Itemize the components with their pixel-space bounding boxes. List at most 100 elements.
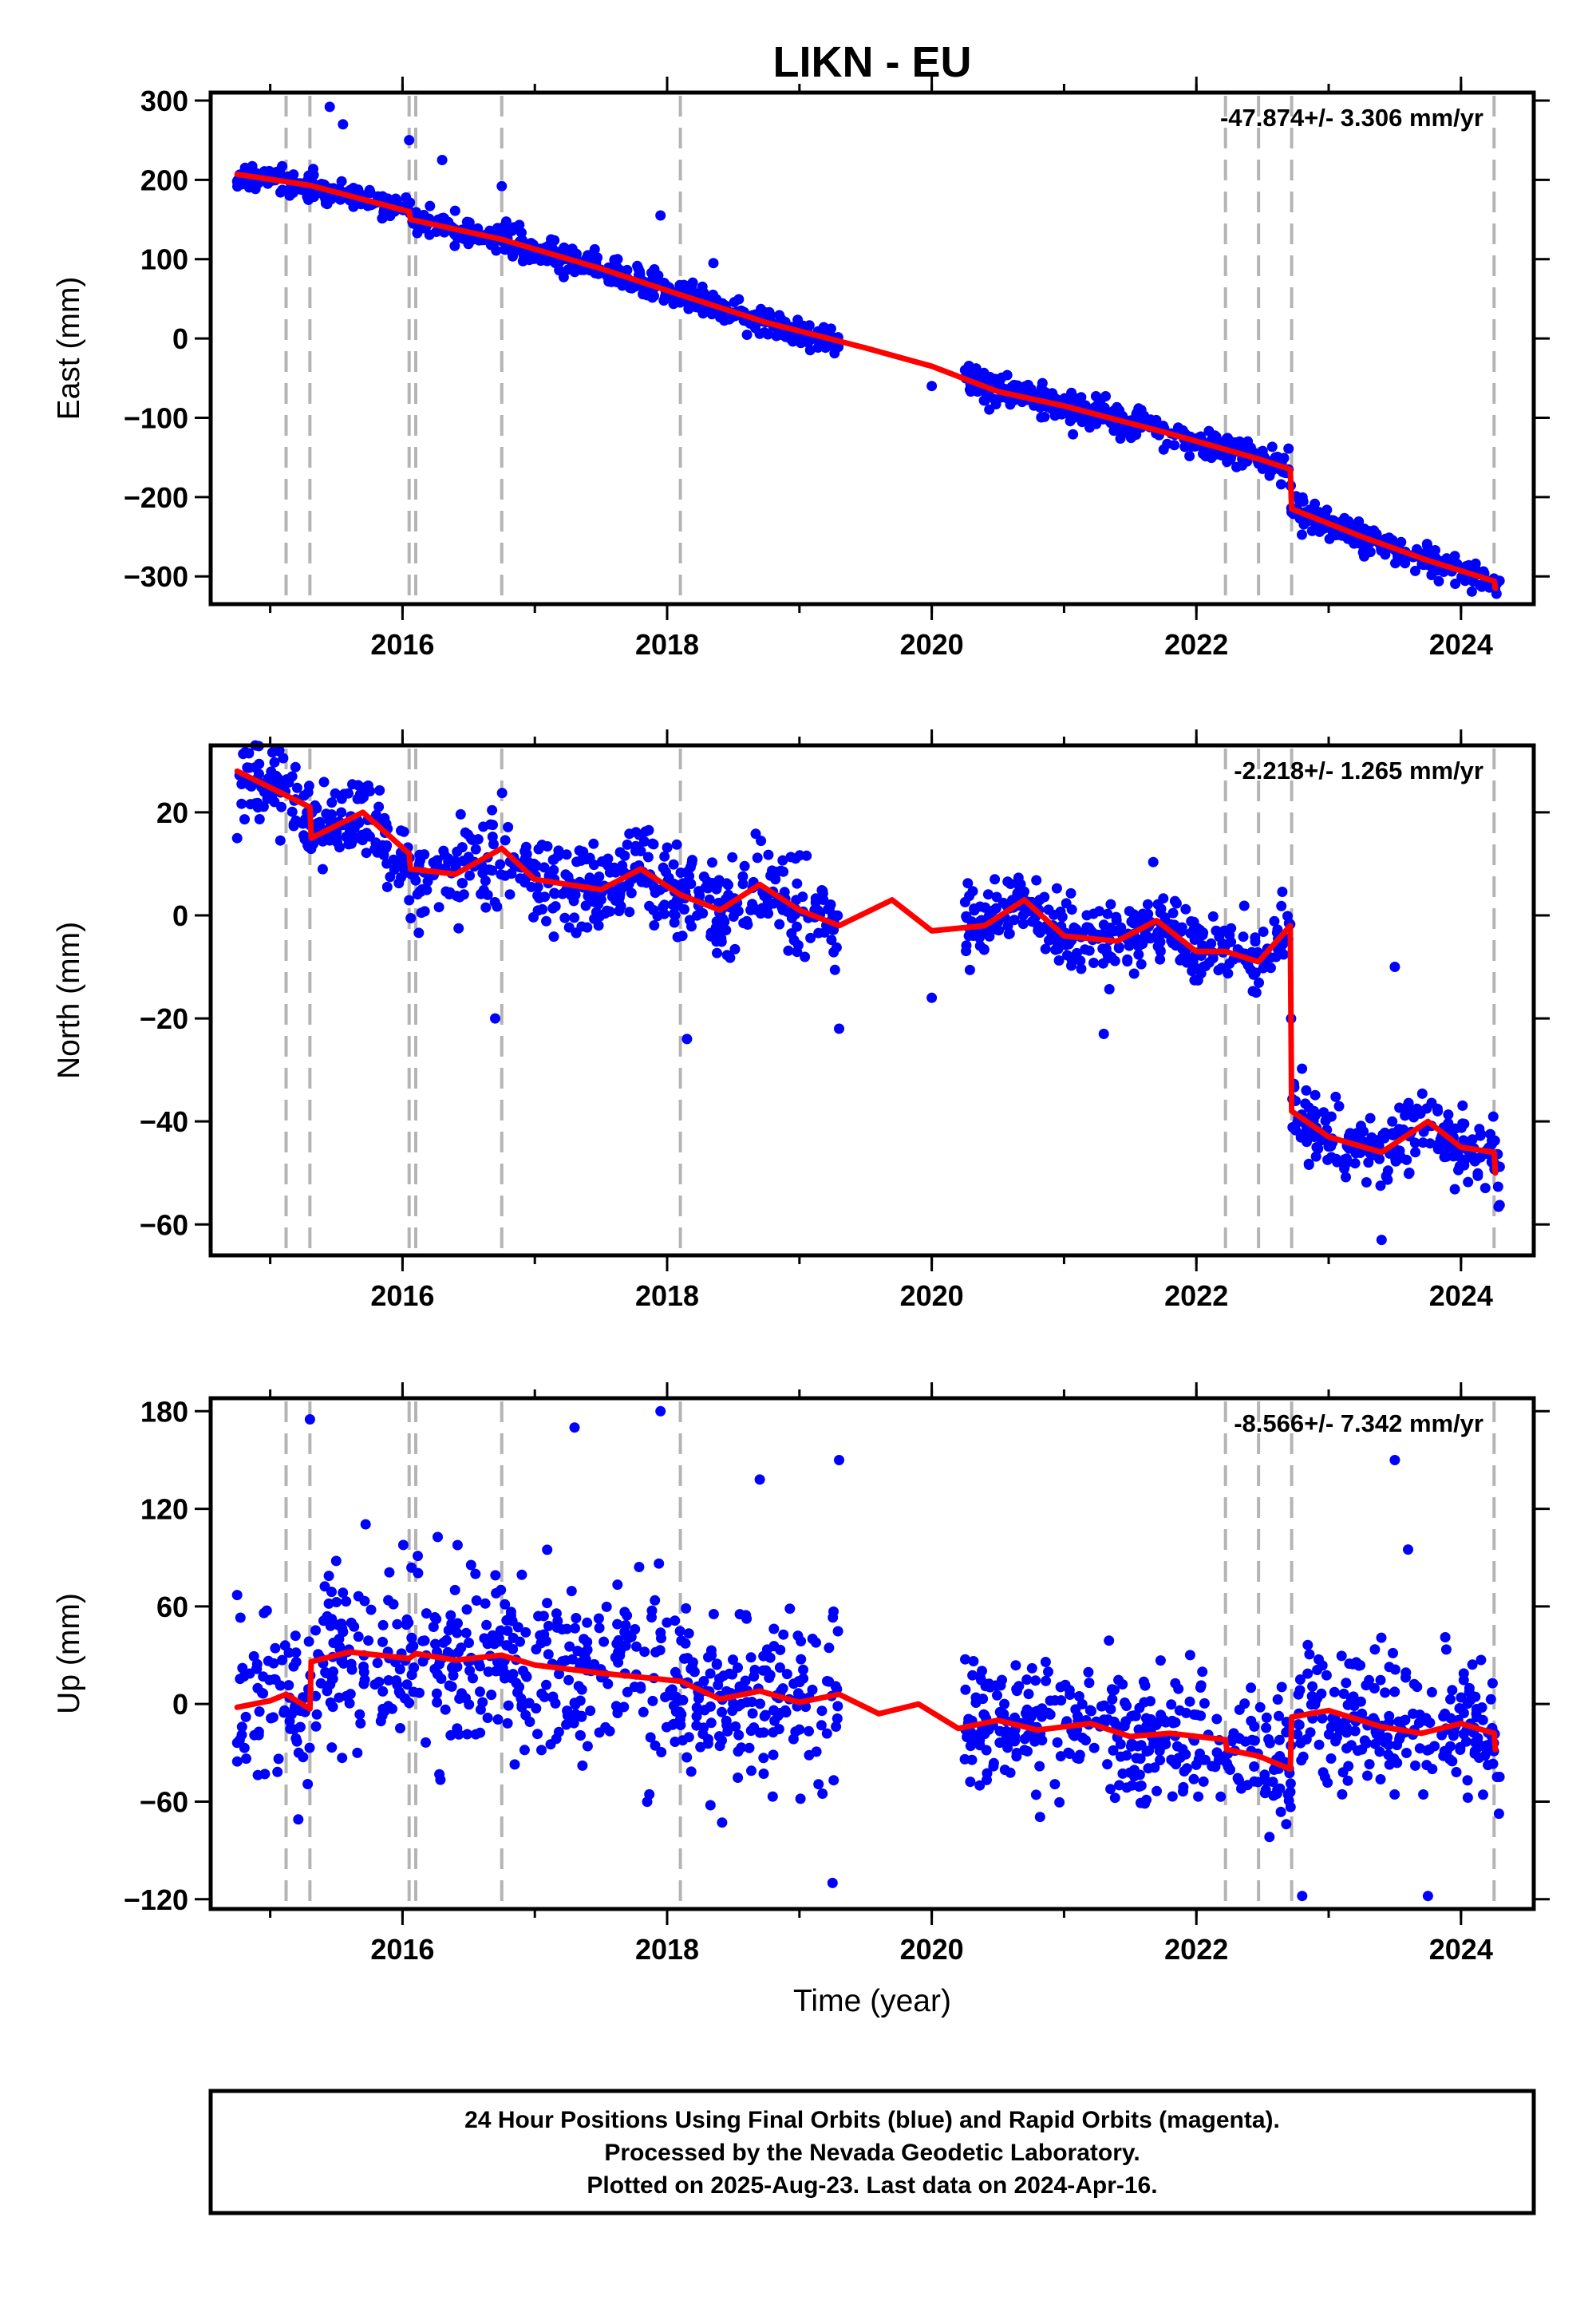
data-point [1250,987,1262,998]
data-point [334,1642,346,1653]
data-point [392,1618,403,1630]
data-point [727,852,738,863]
data-point [259,166,270,177]
data-point [440,1704,451,1715]
data-point [1493,1808,1504,1820]
data-point [1049,1779,1061,1790]
data-point [268,1658,279,1669]
data-point-outlier [569,1422,580,1433]
data-point [401,1679,413,1690]
data-point [1105,1784,1116,1795]
data-point [619,850,630,861]
data-point [1344,1658,1355,1670]
data-point [374,785,385,796]
data-point [1301,1733,1312,1745]
data-point-outlier [834,1023,844,1034]
data-point [429,1612,440,1622]
data-point [1365,1113,1376,1124]
data-point [1053,955,1065,966]
data-point [721,925,732,935]
data-point [1178,1786,1188,1797]
data-point [1009,915,1020,926]
data-point [1317,1713,1328,1724]
data-point [788,1733,799,1745]
data-point [547,903,559,914]
data-point [645,1732,656,1743]
data-point [1065,887,1077,899]
data-point [794,1677,805,1688]
data-point [1436,1729,1448,1741]
data-point-outlier [338,119,349,130]
data-point-outlier [496,180,508,192]
data-point [754,1727,765,1738]
data-point [626,887,637,899]
data-point [988,905,999,916]
data-point [500,244,511,255]
data-point [792,1688,804,1699]
data-point [377,213,388,224]
data-point [353,780,364,791]
data-point [449,205,460,216]
data-point [1343,1131,1354,1142]
east-panel: 2016 2018 2020 2022 2024 300 200 100 0 −100 −200 −3… [52,77,1550,661]
data-point [658,862,669,873]
data-point [644,900,655,911]
data-point [472,834,484,845]
data-point [500,216,512,227]
data-point [1487,1678,1498,1689]
data-point [524,1717,535,1727]
data-point [790,853,801,864]
data-point [1113,942,1124,953]
data-point [746,1765,757,1777]
data-point [542,841,553,852]
data-point [768,898,780,909]
data-point [821,1728,832,1739]
data-point [377,1686,389,1697]
data-point [460,1627,472,1638]
data-point [487,804,498,816]
velocity-annotation: -47.874+/- 3.306 mm/yr [1220,104,1483,132]
data-point [492,901,503,912]
data-point-outlier [231,1590,243,1601]
data-point [691,1711,702,1722]
data-point [816,1705,828,1717]
data-point [1044,935,1054,946]
data-point [1330,1091,1341,1102]
data-point [310,1625,321,1636]
data-point [493,1633,504,1644]
data-point [711,883,722,895]
data-point [1034,401,1045,413]
data-point-outlier [1422,1891,1433,1902]
data-point [1376,1632,1387,1643]
data-point [428,857,439,868]
velocity-annotation: -8.566+/- 7.342 mm/yr [1234,1409,1483,1437]
data-point [1476,1152,1486,1163]
data-point-outlier [1403,1544,1413,1555]
data-point [1202,449,1212,460]
data-point [1207,953,1219,964]
data-point [723,879,733,891]
y-tick-label: −100 [124,401,188,434]
data-point [243,762,255,773]
data-point [1030,1789,1041,1800]
data-point [411,207,421,218]
data-point [705,1668,716,1679]
data-point [1002,921,1013,931]
data-point [763,849,774,860]
data-point [337,1753,348,1764]
data-point [1039,891,1050,903]
data-point [1359,1735,1370,1746]
data-point [982,1768,993,1779]
data-point [1341,1172,1351,1183]
data-point [699,1705,710,1716]
data-point [1310,1089,1321,1101]
data-point [677,931,688,942]
data-point [1325,1753,1337,1764]
y-tick-label: 200 [140,164,188,196]
data-point [523,1697,535,1709]
data-point [1349,1725,1361,1737]
data-point [1036,412,1047,423]
data-point [276,801,287,812]
data-point [1190,933,1201,944]
data-point [1479,1183,1491,1194]
